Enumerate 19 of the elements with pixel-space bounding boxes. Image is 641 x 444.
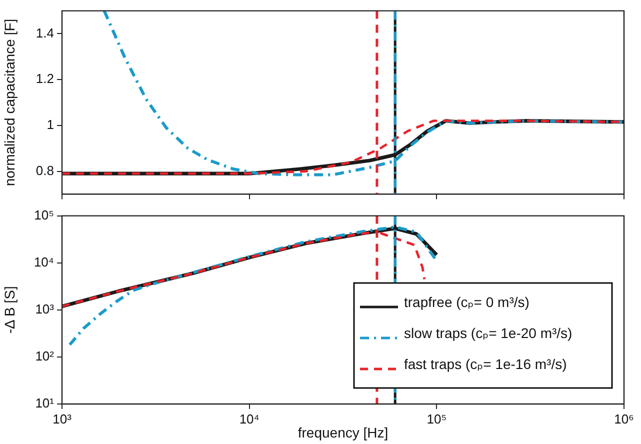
y-tick-label: 10⁴ — [34, 254, 54, 270]
x-tick-label: 10⁵ — [426, 411, 447, 426]
x-tick-label: 10⁴ — [239, 411, 260, 426]
x-tick-label: 10⁶ — [614, 411, 634, 426]
y-tick-label: 10¹ — [35, 396, 55, 411]
x-axis-title: frequency [Hz] — [298, 424, 388, 440]
legend-label: slow traps (cₚ= 1e-20 m³/s) — [404, 324, 572, 341]
y-axis-title: normalized capacitance [F] — [1, 18, 18, 186]
legend-label: fast traps (cₚ= 1e-16 m³/s) — [404, 356, 567, 372]
y-tick-label: 0.8 — [36, 162, 54, 178]
y-tick-label: 1.4 — [36, 25, 54, 40]
y-tick-label: 1 — [46, 117, 54, 132]
y-tick-label: 10³ — [35, 301, 55, 316]
y-axis-title: -Δ B [S] — [1, 286, 18, 334]
x-tick-label: 10³ — [52, 411, 72, 426]
y-tick-label: 10⁵ — [34, 207, 54, 222]
legend-label: trapfree (cₚ= 0 m³/s) — [404, 294, 530, 310]
y-tick-label: 10² — [35, 348, 55, 364]
y-tick-label: 1.2 — [36, 71, 54, 86]
